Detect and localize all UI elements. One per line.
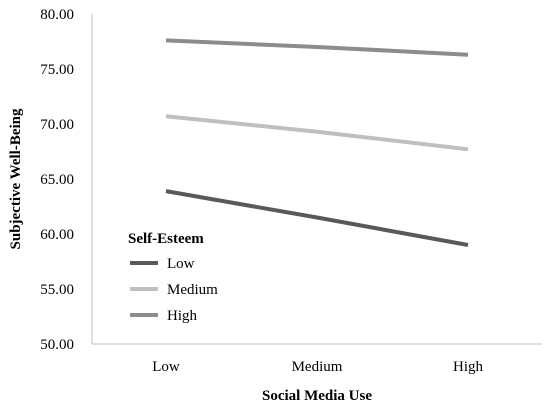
y-tick-label: 50.00 <box>40 337 74 353</box>
y-axis-title: Subjective Well-Being <box>8 108 24 249</box>
y-tick-label: 65.00 <box>40 172 74 188</box>
legend: Self-Esteem Low Medium High <box>128 231 218 324</box>
series-lines <box>165 38 469 247</box>
legend-items: Low Medium High <box>130 256 218 324</box>
y-tick-label: 55.00 <box>40 282 74 298</box>
legend-label-low: Low <box>167 256 195 272</box>
y-tick-labels: 50.00 55.00 60.00 65.00 70.00 75.00 80.00 <box>40 7 74 353</box>
axes <box>91 14 542 345</box>
x-tick-label: High <box>453 359 484 375</box>
x-axis-title: Social Media Use <box>262 388 372 404</box>
y-tick-label: 80.00 <box>40 7 74 23</box>
x-tick-labels: Low Medium High <box>152 359 483 375</box>
series-line-low <box>165 189 469 247</box>
y-tick-label: 70.00 <box>40 117 74 133</box>
y-tick-label: 75.00 <box>40 62 74 78</box>
legend-label-medium: Medium <box>167 282 218 298</box>
series-line-medium <box>165 114 469 152</box>
legend-label-high: High <box>167 308 198 324</box>
x-tick-label: Low <box>152 359 180 375</box>
series-line-high <box>165 38 469 57</box>
y-tick-label: 60.00 <box>40 227 74 243</box>
legend-title: Self-Esteem <box>128 231 204 247</box>
x-tick-label: Medium <box>292 359 343 375</box>
